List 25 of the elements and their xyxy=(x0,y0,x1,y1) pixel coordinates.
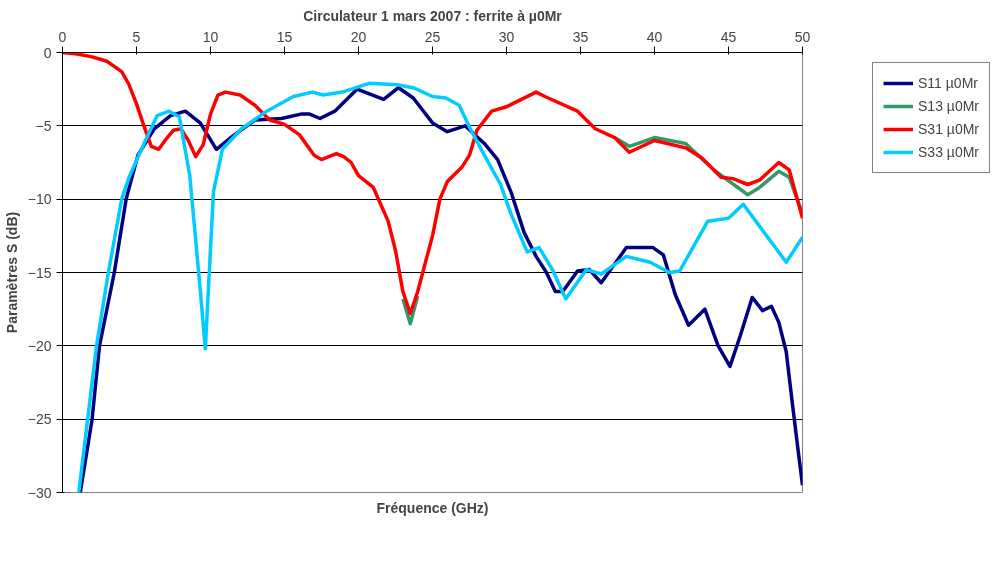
y-tick-label: −25 xyxy=(27,411,52,428)
x-tick-label: 0 xyxy=(58,28,67,45)
x-tick-label: 10 xyxy=(202,28,219,45)
legend-label: S31 µ0Mr xyxy=(918,121,979,137)
y-tick-label: −5 xyxy=(35,117,52,134)
x-tick-label: 50 xyxy=(794,28,811,45)
y-tick-label: −20 xyxy=(27,337,52,354)
legend-label: S11 µ0Mr xyxy=(918,75,978,91)
y-tick-label: −10 xyxy=(27,191,52,208)
y-tick-label: −15 xyxy=(27,264,52,281)
x-tick-label: 30 xyxy=(498,28,515,45)
x-tick-label: 20 xyxy=(350,28,367,45)
y-tick-label: −30 xyxy=(27,484,52,501)
legend-label: S13 µ0Mr xyxy=(918,98,979,114)
y-tick-label: 0 xyxy=(43,44,52,61)
x-tick-label: 5 xyxy=(132,28,141,45)
x-tick-label: 40 xyxy=(646,28,663,45)
chart-title: Circulateur 1 mars 2007 : ferrite à µ0Mr xyxy=(303,7,563,24)
y-axis-title: Paramètres S (dB) xyxy=(3,211,20,334)
x-tick-label: 45 xyxy=(720,28,737,45)
x-tick-label: 15 xyxy=(276,28,293,45)
x-axis-title: Fréquence (GHz) xyxy=(376,499,489,516)
x-tick-label: 35 xyxy=(572,28,589,45)
legend-label: S33 µ0Mr xyxy=(918,144,979,160)
x-tick-label: 25 xyxy=(424,28,441,45)
